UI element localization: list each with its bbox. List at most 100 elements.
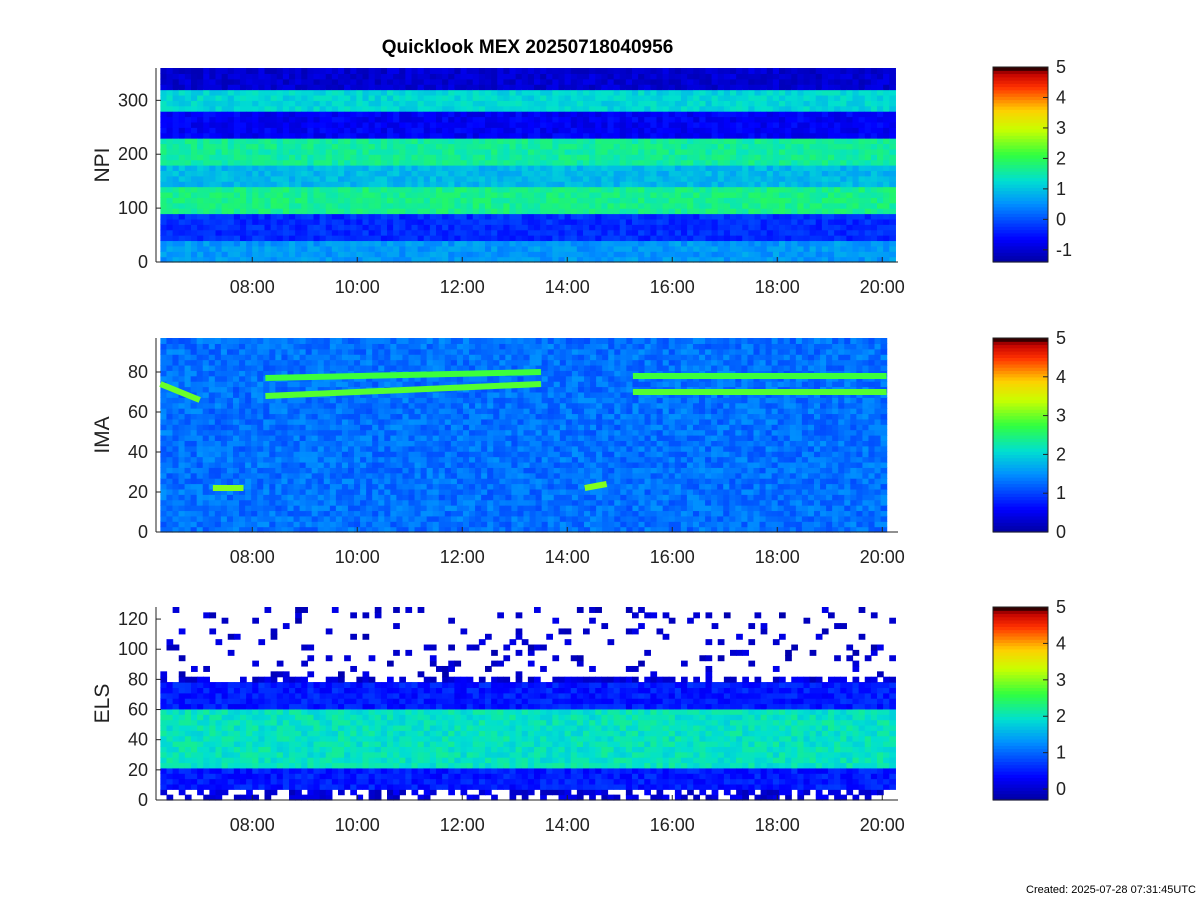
heatmap-cell <box>466 111 474 118</box>
heatmap-cell <box>754 191 762 198</box>
heatmap-cell <box>674 245 682 252</box>
heatmap-cell <box>454 159 462 166</box>
heatmap-cell <box>460 100 468 107</box>
heatmap-cell <box>436 143 443 150</box>
heatmap-cell <box>252 143 259 150</box>
heatmap-cell <box>656 73 664 80</box>
heatmap-cell <box>184 121 192 128</box>
heatmap-cell <box>264 143 272 150</box>
heatmap-cell <box>356 94 364 101</box>
heatmap-cell <box>191 154 198 161</box>
heatmap-cell <box>668 208 676 215</box>
heatmap-cell <box>172 175 180 182</box>
heatmap-cell <box>276 170 284 177</box>
heatmap-cell <box>613 213 621 220</box>
heatmap-cell <box>356 218 364 225</box>
heatmap-cell <box>705 111 713 118</box>
heatmap-cell <box>251 451 258 458</box>
heatmap-cell <box>331 116 339 123</box>
heatmap-cell <box>877 186 884 193</box>
heatmap-cell <box>717 100 725 107</box>
heatmap-cell <box>730 68 737 74</box>
heatmap-cell <box>534 191 541 198</box>
heatmap-cell <box>552 78 560 85</box>
heatmap-cell <box>632 94 639 101</box>
heatmap-cell <box>190 483 198 490</box>
heatmap-cell <box>221 191 229 198</box>
heatmap-cell <box>552 202 560 209</box>
heatmap-cell <box>227 213 235 220</box>
heatmap-cell <box>515 213 523 220</box>
heatmap-cell <box>748 229 756 236</box>
heatmap-cell <box>785 197 792 204</box>
heatmap-cell <box>613 191 621 198</box>
heatmap-cell <box>803 78 811 85</box>
heatmap-cell <box>540 132 547 139</box>
heatmap-cell <box>276 73 284 80</box>
heatmap-cell <box>356 100 364 107</box>
heatmap-cell <box>301 251 308 258</box>
heatmap-cell <box>190 408 198 415</box>
heatmap-cell <box>491 94 498 101</box>
heatmap-cell <box>393 186 400 193</box>
heatmap-cell <box>196 521 204 528</box>
heatmap-cell <box>215 132 223 139</box>
heatmap-cell <box>221 202 229 209</box>
heatmap-cell <box>178 159 186 166</box>
heatmap-cell <box>240 191 247 198</box>
heatmap-cell <box>748 100 756 107</box>
heatmap-cell <box>307 256 315 263</box>
heatmap-cell <box>423 224 431 231</box>
heatmap-cell <box>214 435 222 441</box>
heatmap-cell <box>668 218 676 225</box>
heatmap-cell <box>889 116 896 123</box>
heatmap-cell <box>190 488 198 495</box>
heatmap-cell <box>858 111 866 118</box>
heatmap-cell <box>521 78 529 85</box>
heatmap-cell <box>387 197 394 204</box>
heatmap-cell <box>883 175 890 182</box>
heatmap-cell <box>246 191 253 198</box>
heatmap-cell <box>399 105 406 112</box>
heatmap-cell <box>521 84 529 91</box>
heatmap-cell <box>411 218 419 225</box>
heatmap-cell <box>491 105 498 112</box>
heatmap-cell <box>828 121 835 128</box>
heatmap-cell <box>601 143 609 150</box>
heatmap-cell <box>711 143 719 150</box>
heatmap-cell <box>693 111 700 118</box>
heatmap-cell <box>613 78 621 85</box>
heatmap-cell <box>540 170 547 177</box>
heatmap-cell <box>748 73 756 80</box>
heatmap-cell <box>766 89 774 96</box>
heatmap-cell <box>815 121 823 128</box>
heatmap-cell <box>226 402 234 409</box>
heatmap-cell <box>362 256 370 263</box>
heatmap-cell <box>191 224 198 231</box>
heatmap-cell <box>723 73 731 80</box>
heatmap-cell <box>797 165 805 171</box>
heatmap-cell <box>405 111 413 118</box>
heatmap-cell <box>607 148 615 155</box>
heatmap-cell <box>166 397 174 404</box>
heatmap-cell <box>766 224 774 231</box>
heatmap-cell <box>472 159 480 166</box>
heatmap-cell <box>270 121 278 128</box>
heatmap-cell <box>411 154 419 161</box>
colorbar-step <box>993 236 1048 240</box>
heatmap-cell <box>840 165 847 171</box>
heatmap-cell <box>172 191 180 198</box>
heatmap-cell <box>295 127 302 134</box>
heatmap-cell <box>472 181 480 188</box>
heatmap-cell <box>815 89 823 96</box>
heatmap-cell <box>184 526 192 533</box>
heatmap-cell <box>607 229 615 236</box>
heatmap-cell <box>411 138 419 145</box>
heatmap-cell <box>864 105 872 112</box>
heatmap-cell <box>534 186 541 193</box>
heatmap-cell <box>852 116 860 123</box>
heatmap-cell <box>583 165 590 171</box>
heatmap-cell <box>172 499 180 506</box>
heatmap-cell <box>613 94 621 101</box>
heatmap-cell <box>632 159 639 166</box>
